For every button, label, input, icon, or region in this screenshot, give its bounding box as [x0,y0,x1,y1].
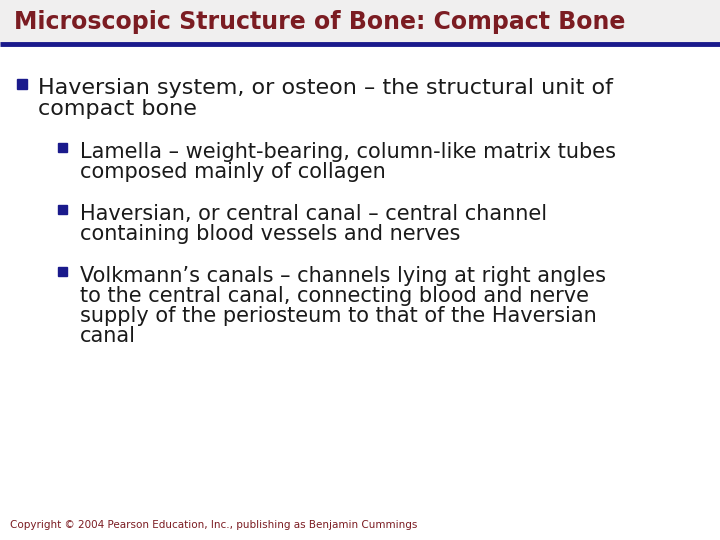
Text: composed mainly of collagen: composed mainly of collagen [80,162,386,182]
Text: canal: canal [80,326,136,346]
Text: Copyright © 2004 Pearson Education, Inc., publishing as Benjamin Cummings: Copyright © 2004 Pearson Education, Inc.… [10,520,418,530]
Text: Microscopic Structure of Bone: Compact Bone: Microscopic Structure of Bone: Compact B… [14,10,626,34]
Text: to the central canal, connecting blood and nerve: to the central canal, connecting blood a… [80,286,589,306]
Bar [0,0,720,44]
Text: Lamella – weight-bearing, column-like matrix tubes: Lamella – weight-bearing, column-like ma… [80,142,616,162]
Text: compact bone: compact bone [38,99,197,119]
Text: Haversian, or central canal – central channel: Haversian, or central canal – central ch… [80,204,547,224]
Bar [58,267,67,276]
Bar [58,143,67,152]
Text: containing blood vessels and nerves: containing blood vessels and nerves [80,224,460,244]
Bar [17,79,27,89]
Text: supply of the periosteum to that of the Haversian: supply of the periosteum to that of the … [80,306,597,326]
Text: Haversian system, or osteon – the structural unit of: Haversian system, or osteon – the struct… [38,78,613,98]
Bar [58,205,67,214]
Text: Volkmann’s canals – channels lying at right angles: Volkmann’s canals – channels lying at ri… [80,266,606,286]
